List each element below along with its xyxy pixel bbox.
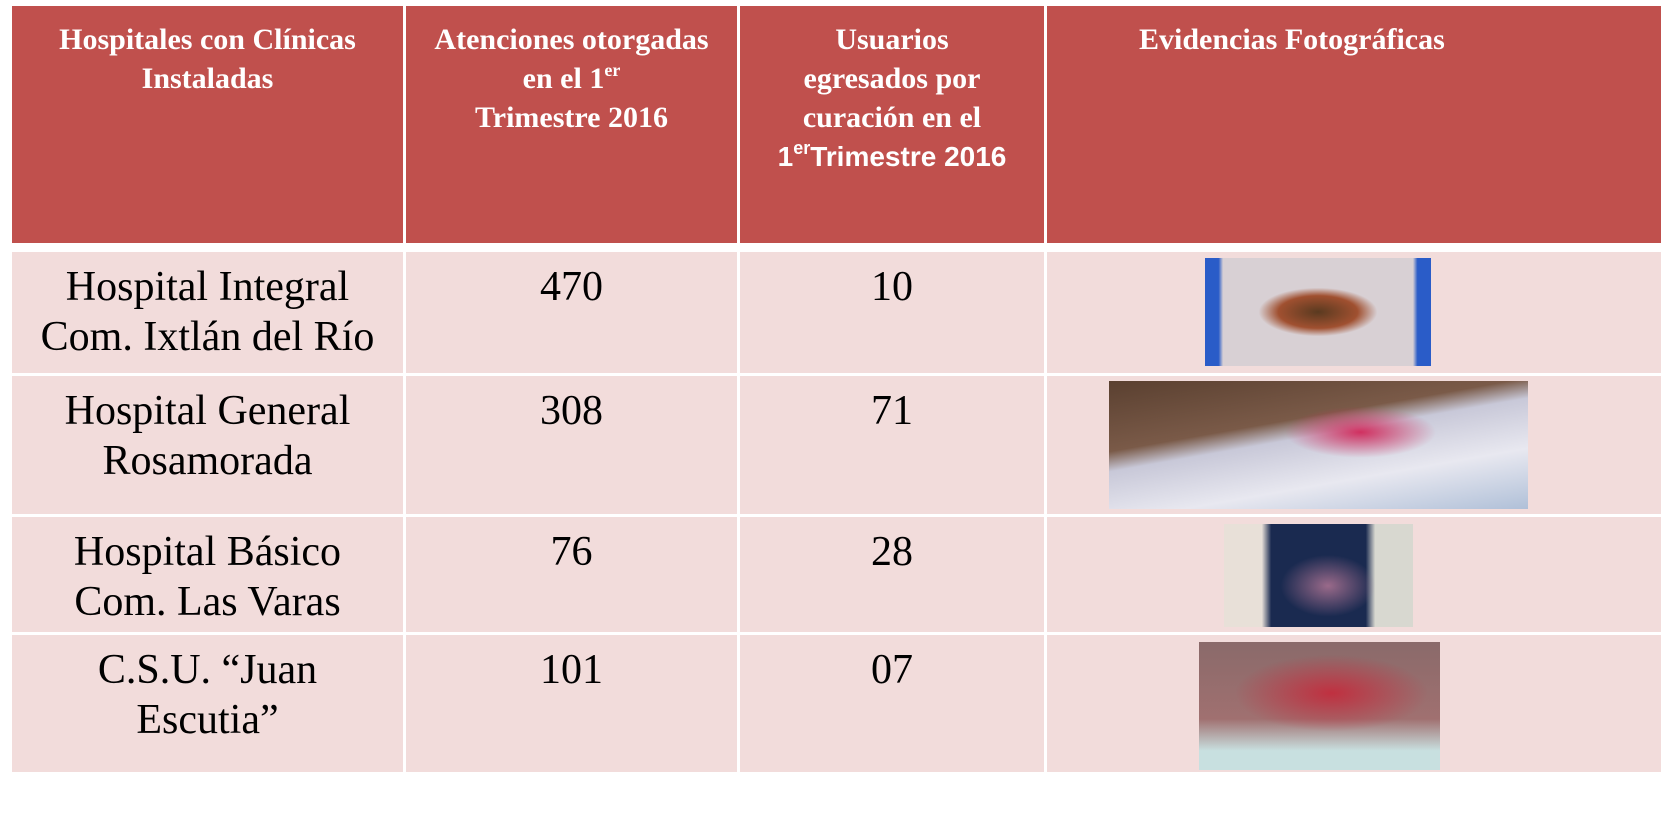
cell-value: 101 [540, 647, 603, 693]
header-cell: Hospitales con Clínicas Instaladas [12, 6, 403, 243]
header-text: 1 [778, 141, 794, 172]
cell-value: 28 [871, 529, 913, 575]
cell-value: 308 [540, 388, 603, 434]
header-text: Evidencias Fotográficas [1139, 23, 1445, 56]
header-line: 1erTrimestre 2016 [770, 137, 1014, 176]
header-text: Usuarios egresados por curación en el [803, 23, 981, 134]
cell-value: 71 [871, 388, 913, 434]
header-text: Atenciones otorgadas en el 1 [434, 23, 708, 95]
table-cell: 76 [406, 517, 737, 632]
hospital-name: Hospital Integral Com. Ixtlán del Río [41, 264, 375, 360]
header-sup: er [604, 60, 620, 80]
table-cell: 101 [406, 635, 737, 772]
header-sup: er [793, 138, 810, 158]
table-cell: 07 [740, 635, 1044, 772]
header-text: Trimestre 2016 [810, 141, 1006, 172]
cell-value: 470 [540, 264, 603, 310]
hospital-name: C.S.U. “Juan Escutia” [98, 647, 317, 743]
photo [1109, 381, 1528, 509]
table-cell: Hospital Integral Com. Ixtlán del Río [12, 252, 403, 373]
header-cell: Atenciones otorgadas en el 1er Trimestre … [406, 6, 737, 243]
header-text: Hospitales con Clínicas Instaladas [59, 23, 356, 95]
table-cell: C.S.U. “Juan Escutia” [12, 635, 403, 772]
table-cell: 308 [406, 376, 737, 514]
table-cell: Hospital Básico Com. Las Varas [12, 517, 403, 632]
cell-value: 76 [551, 529, 593, 575]
header-cell: Evidencias Fotográficas [1047, 6, 1661, 243]
photo [1224, 524, 1413, 627]
cell-value: 07 [871, 647, 913, 693]
table-cell: 470 [406, 252, 737, 373]
page: Hospitales con Clínicas Instaladas Atenc… [0, 0, 1661, 819]
table-cell: Hospital General Rosamorada [12, 376, 403, 514]
cell-value: 10 [871, 264, 913, 310]
table-cell: 10 [740, 252, 1044, 373]
hospital-name: Hospital General Rosamorada [65, 388, 351, 484]
hospital-name: Hospital Básico Com. Las Varas [74, 529, 341, 625]
photo [1205, 258, 1431, 366]
header-text: Trimestre 2016 [426, 98, 717, 137]
table-cell: 71 [740, 376, 1044, 514]
table-cell: 28 [740, 517, 1044, 632]
photo [1199, 642, 1440, 770]
